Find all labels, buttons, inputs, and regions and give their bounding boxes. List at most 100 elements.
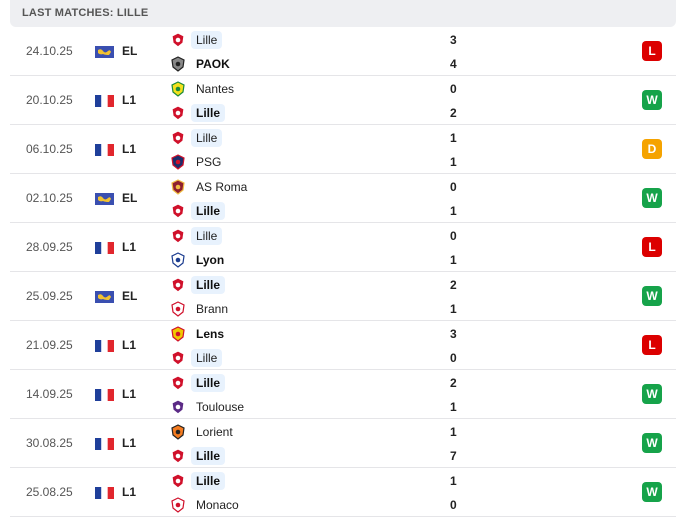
lille-logo-icon — [170, 228, 186, 244]
match-row[interactable]: 28.09.25 L1 Lille Lyon 0 1 L — [10, 223, 676, 272]
away-score: 1 — [450, 302, 457, 316]
team-name: Lille — [191, 129, 223, 147]
match-row[interactable]: 25.09.25 EL Lille Brann 2 1 W — [10, 272, 676, 321]
match-date: 24.10.25 — [26, 44, 73, 58]
league-label: L1 — [122, 142, 137, 156]
team-name: Lille — [191, 104, 226, 122]
europe-flag-icon — [95, 290, 114, 303]
team-name: Toulouse — [196, 400, 245, 414]
home-score: 1 — [450, 474, 457, 488]
section-header: LAST MATCHES: LILLE — [10, 0, 676, 27]
home-score: 0 — [450, 180, 457, 194]
team-name: Monaco — [196, 498, 239, 512]
away-score: 7 — [450, 449, 457, 463]
roma-logo-icon — [170, 179, 186, 195]
team-name: Lille — [191, 447, 226, 465]
match-row[interactable]: 21.09.25 L1 Lens Lille 3 0 L — [10, 321, 676, 370]
away-score: 0 — [450, 351, 457, 365]
match-date: 20.10.25 — [26, 93, 73, 107]
lille-logo-icon — [170, 375, 186, 391]
match-row[interactable]: 02.10.25 EL AS Roma Lille 0 1 W — [10, 174, 676, 223]
home-score: 3 — [450, 33, 457, 47]
lille-logo-icon — [170, 277, 186, 293]
home-score: 2 — [450, 376, 457, 390]
last-matches-panel: LAST MATCHES: LILLE 24.10.25 EL Lille PAO… — [10, 0, 676, 517]
match-row[interactable]: 20.10.25 L1 Nantes Lille 0 2 W — [10, 76, 676, 125]
league-label: L1 — [122, 240, 137, 254]
paok-logo-icon — [170, 56, 186, 72]
away-score: 1 — [450, 204, 457, 218]
team-name: PAOK — [196, 57, 230, 71]
league-label: EL — [122, 44, 138, 58]
league-label: L1 — [122, 338, 137, 352]
league-label: EL — [122, 191, 138, 205]
result-badge: L — [642, 335, 662, 355]
team-name: Lille — [191, 374, 226, 392]
france-flag-icon — [95, 388, 114, 401]
home-score: 3 — [450, 327, 457, 341]
match-date: 14.09.25 — [26, 387, 73, 401]
team-name: Brann — [196, 302, 229, 316]
team-name: Lille — [191, 472, 226, 490]
france-flag-icon — [95, 437, 114, 450]
lens-logo-icon — [170, 326, 186, 342]
match-date: 25.08.25 — [26, 485, 73, 499]
league-label: EL — [122, 289, 138, 303]
team-name: Lille — [191, 276, 226, 294]
team-name: Lorient — [196, 425, 233, 439]
league-label: L1 — [122, 436, 137, 450]
result-badge: W — [642, 188, 662, 208]
team-name: Lille — [191, 202, 226, 220]
lyon-logo-icon — [170, 252, 186, 268]
result-badge: W — [642, 90, 662, 110]
result-badge: W — [642, 286, 662, 306]
team-name: Lens — [196, 327, 225, 341]
lille-logo-icon — [170, 350, 186, 366]
france-flag-icon — [95, 94, 114, 107]
france-flag-icon — [95, 486, 114, 499]
away-score: 4 — [450, 57, 457, 71]
lille-logo-icon — [170, 473, 186, 489]
match-row[interactable]: 14.09.25 L1 Lille Toulouse 2 1 W — [10, 370, 676, 419]
league-label: L1 — [122, 93, 137, 107]
result-badge: D — [642, 139, 662, 159]
match-date: 02.10.25 — [26, 191, 73, 205]
league-label: L1 — [122, 485, 137, 499]
lille-logo-icon — [170, 203, 186, 219]
team-name: Nantes — [196, 82, 235, 96]
match-date: 06.10.25 — [26, 142, 73, 156]
match-row[interactable]: 30.08.25 L1 Lorient Lille 1 7 W — [10, 419, 676, 468]
home-score: 1 — [450, 425, 457, 439]
team-name: Lyon — [196, 253, 225, 267]
lille-logo-icon — [170, 448, 186, 464]
match-row[interactable]: 24.10.25 EL Lille PAOK 3 4 L — [10, 27, 676, 76]
result-badge: L — [642, 237, 662, 257]
home-score: 0 — [450, 229, 457, 243]
away-score: 2 — [450, 106, 457, 120]
lille-logo-icon — [170, 130, 186, 146]
result-badge: W — [642, 482, 662, 502]
match-date: 21.09.25 — [26, 338, 73, 352]
match-date: 30.08.25 — [26, 436, 73, 450]
away-score: 1 — [450, 253, 457, 267]
lille-logo-icon — [170, 105, 186, 121]
match-date: 25.09.25 — [26, 289, 73, 303]
match-row[interactable]: 06.10.25 L1 Lille PSG 1 1 D — [10, 125, 676, 174]
match-date: 28.09.25 — [26, 240, 73, 254]
home-score: 1 — [450, 131, 457, 145]
match-row[interactable]: 25.08.25 L1 Lille Monaco 1 0 W — [10, 468, 676, 517]
away-score: 0 — [450, 498, 457, 512]
team-name: PSG — [196, 155, 222, 169]
france-flag-icon — [95, 143, 114, 156]
monaco-logo-icon — [170, 497, 186, 513]
away-score: 1 — [450, 155, 457, 169]
psg-logo-icon — [170, 154, 186, 170]
team-name: Lille — [191, 31, 223, 49]
result-badge: W — [642, 384, 662, 404]
result-badge: W — [642, 433, 662, 453]
home-score: 0 — [450, 82, 457, 96]
lorient-logo-icon — [170, 424, 186, 440]
toulouse-logo-icon — [170, 399, 186, 415]
france-flag-icon — [95, 241, 114, 254]
nantes-logo-icon — [170, 81, 186, 97]
